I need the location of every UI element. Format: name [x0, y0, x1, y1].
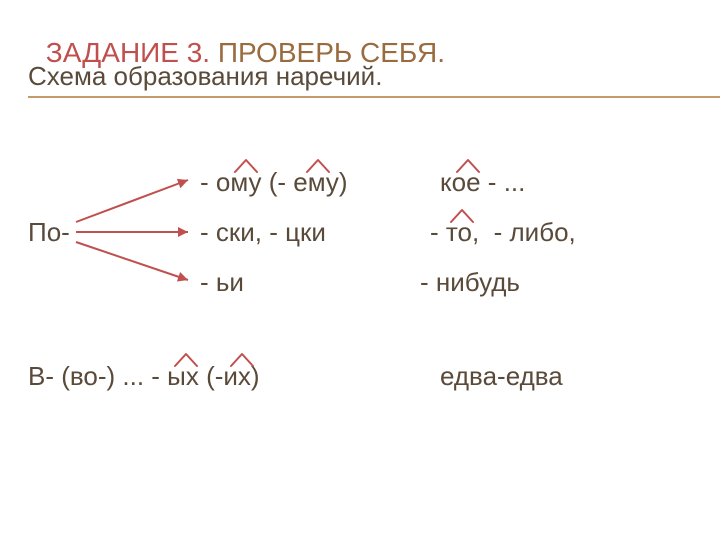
text-to-libo: - то, - либо, [430, 218, 576, 247]
slide-stage: ЗАДАНИЕ 3. ПРОВЕРЬ СЕБЯ. Схема образован… [0, 0, 720, 540]
text-ski: - ски, - цки [200, 218, 326, 247]
arrow-head-icon [178, 227, 188, 237]
text-nibud: - нибудь [420, 268, 520, 297]
text-omu: - ому (- ему) [200, 168, 348, 197]
arrow-head-icon [177, 179, 188, 188]
subtitle: Схема образования наречий. [28, 62, 382, 91]
arrow-line [76, 242, 188, 280]
text-v-vo: В- (во-) ... - ых (-их) [28, 362, 260, 391]
arrow-line [76, 180, 188, 222]
text-edva: едва-едва [440, 362, 563, 391]
text-koe: кое - ... [440, 168, 525, 197]
text-po: По- [28, 218, 70, 247]
arrow-head-icon [177, 272, 188, 281]
subtitle-underline [28, 96, 720, 98]
text-yi: - ьи [200, 268, 244, 297]
arrows-group [76, 179, 188, 282]
